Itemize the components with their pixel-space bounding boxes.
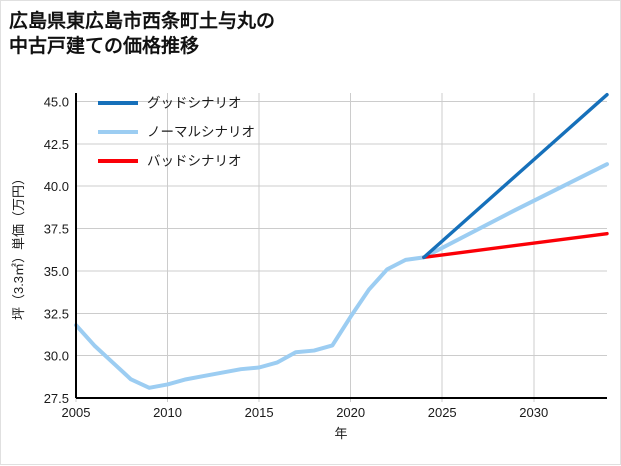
y-tick-label: 32.5 bbox=[44, 306, 69, 321]
y-tick-label: 27.5 bbox=[44, 391, 69, 406]
y-tick-label: 45.0 bbox=[44, 94, 69, 109]
series-line-bad bbox=[422, 231, 609, 260]
legend-label[interactable]: ノーマルシナリオ bbox=[147, 125, 255, 140]
x-tick-label: 2010 bbox=[153, 405, 182, 420]
y-tick-label: 40.0 bbox=[44, 179, 69, 194]
series-lines bbox=[74, 92, 609, 390]
series-line-normal bbox=[74, 162, 609, 390]
legend-label[interactable]: バッドシナリオ bbox=[147, 154, 242, 169]
x-tick-label: 2020 bbox=[336, 405, 365, 420]
series-line-good bbox=[422, 92, 609, 260]
x-tick-label: 2015 bbox=[245, 405, 274, 420]
y-tick-label: 42.5 bbox=[44, 137, 69, 152]
x-tick-label: 2030 bbox=[519, 405, 548, 420]
grid-lines bbox=[75, 93, 607, 399]
y-axis-ticks: 27.5 30.0 32.5 35.0 37.5 40.0 42.5 45.0 bbox=[44, 94, 69, 406]
y-tick-label: 35.0 bbox=[44, 264, 69, 279]
x-tick-label: 2025 bbox=[428, 405, 457, 420]
legend-label[interactable]: グッドシナリオ bbox=[147, 96, 242, 111]
y-axis-label: 坪（3.3㎡）単価（万円） bbox=[11, 172, 26, 320]
y-tick-label: 30.0 bbox=[44, 349, 69, 364]
x-axis-label: 年 bbox=[334, 426, 347, 441]
page-title: 広島県東広島市西条町土与丸の 中古戸建ての価格推移 bbox=[9, 11, 276, 58]
x-axis-ticks: 2005 2010 2015 2020 2025 2030 bbox=[62, 398, 548, 420]
y-tick-label: 37.5 bbox=[44, 222, 69, 237]
x-tick-label: 2005 bbox=[62, 405, 91, 420]
